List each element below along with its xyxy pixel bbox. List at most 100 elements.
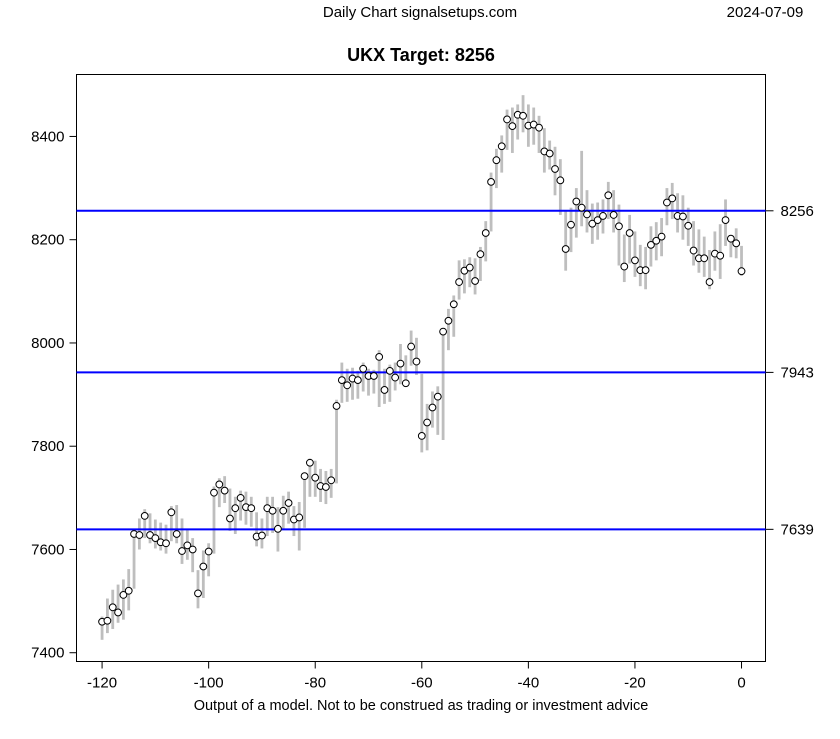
close-marker [215, 480, 224, 489]
close-marker [465, 263, 474, 272]
close-marker [119, 591, 128, 599]
close-marker [609, 211, 618, 219]
close-marker [737, 267, 746, 276]
close-marker [210, 488, 218, 497]
caption: Output of a model. Not to be construed a… [194, 698, 649, 714]
close-marker [183, 541, 192, 550]
close-marker [359, 364, 368, 373]
close-marker [439, 327, 448, 336]
close-marker [593, 216, 602, 224]
close-marker [188, 545, 197, 554]
close-marker [300, 472, 309, 481]
close-marker [476, 250, 485, 259]
close-marker [135, 531, 144, 539]
close-marker [343, 381, 352, 390]
target-line-label: 7943 [781, 364, 814, 381]
close-marker [204, 547, 213, 556]
close-marker [455, 278, 464, 286]
close-marker [684, 221, 693, 230]
y-tick-label: 7600 [31, 541, 64, 558]
y-tick-label: 8400 [31, 128, 64, 145]
close-marker [194, 589, 202, 598]
target-line-label: 7639 [781, 521, 814, 538]
close-marker [407, 342, 416, 351]
close-marker [353, 376, 362, 385]
y-tick-label: 7400 [31, 645, 64, 662]
close-marker [311, 473, 320, 482]
close-marker [140, 512, 149, 520]
close-marker [519, 111, 527, 120]
y-axis-ticks: 7400 7600 7800 8000 8200 8400 [31, 128, 77, 662]
close-marker [508, 122, 517, 131]
close-marker [433, 392, 442, 401]
close-marker [236, 493, 245, 502]
close-marker [305, 458, 314, 467]
close-marker [556, 176, 565, 185]
close-marker [721, 216, 730, 224]
close-marker [380, 386, 389, 394]
close-marker [321, 483, 330, 491]
x-tick-label: -40 [518, 675, 540, 692]
close-marker [652, 236, 661, 245]
close-marker [561, 245, 570, 253]
close-marker [385, 366, 394, 375]
x-tick-label: 0 [737, 675, 745, 692]
close-marker [444, 316, 453, 325]
price-bars [100, 95, 743, 640]
close-marker [396, 359, 405, 368]
close-marker [599, 212, 607, 220]
close-marker [417, 431, 426, 440]
close-marker [279, 506, 288, 515]
close-marker [108, 603, 117, 612]
close-marker [631, 256, 639, 265]
close-marker [369, 372, 378, 380]
close-marker [274, 524, 282, 533]
x-tick-label: -80 [304, 675, 326, 692]
close-marker [497, 142, 506, 151]
close-marker [657, 232, 666, 241]
close-marker [327, 476, 336, 485]
close-marker [295, 513, 304, 522]
y-tick-label: 8000 [31, 335, 64, 352]
close-marker [726, 234, 735, 243]
close-marker [231, 504, 240, 513]
target-line-label: 8256 [781, 203, 814, 220]
close-marker [625, 229, 634, 237]
close-marker [481, 229, 490, 237]
close-marker [103, 616, 112, 625]
close-marker [679, 212, 687, 221]
close-marker [172, 530, 181, 538]
close-marker [337, 376, 346, 385]
close-marker [151, 534, 160, 543]
close-marker [604, 191, 613, 200]
close-marker [615, 222, 623, 231]
close-marker [178, 547, 186, 555]
close-marker [577, 203, 586, 212]
close-marker [668, 194, 677, 203]
close-marker [258, 531, 266, 540]
y-tick-label: 8200 [31, 232, 64, 249]
target-line-labels: 8256 7943 7639 [765, 203, 814, 538]
close-marker [401, 379, 410, 388]
close-marker [284, 499, 293, 507]
close-marker [423, 418, 432, 427]
close-marker [641, 266, 650, 275]
close-marker [620, 262, 629, 271]
close-marker [705, 278, 714, 286]
close-marker [700, 254, 709, 263]
close-marker [412, 357, 421, 366]
close-marker [535, 123, 543, 132]
x-tick-label: -20 [624, 675, 646, 692]
close-marker [124, 586, 133, 595]
chart-title: UKX Target: 8256 [347, 45, 495, 65]
close-marker [268, 506, 277, 515]
close-marker [583, 210, 591, 219]
x-axis-ticks: -120 -100 -80 -60 -40 -20 0 [87, 661, 746, 692]
close-marker [167, 508, 176, 517]
plot-border [76, 74, 766, 662]
x-tick-label: -120 [87, 675, 117, 692]
close-marker [247, 504, 256, 513]
close-marker [732, 239, 741, 248]
close-marker [449, 300, 458, 309]
